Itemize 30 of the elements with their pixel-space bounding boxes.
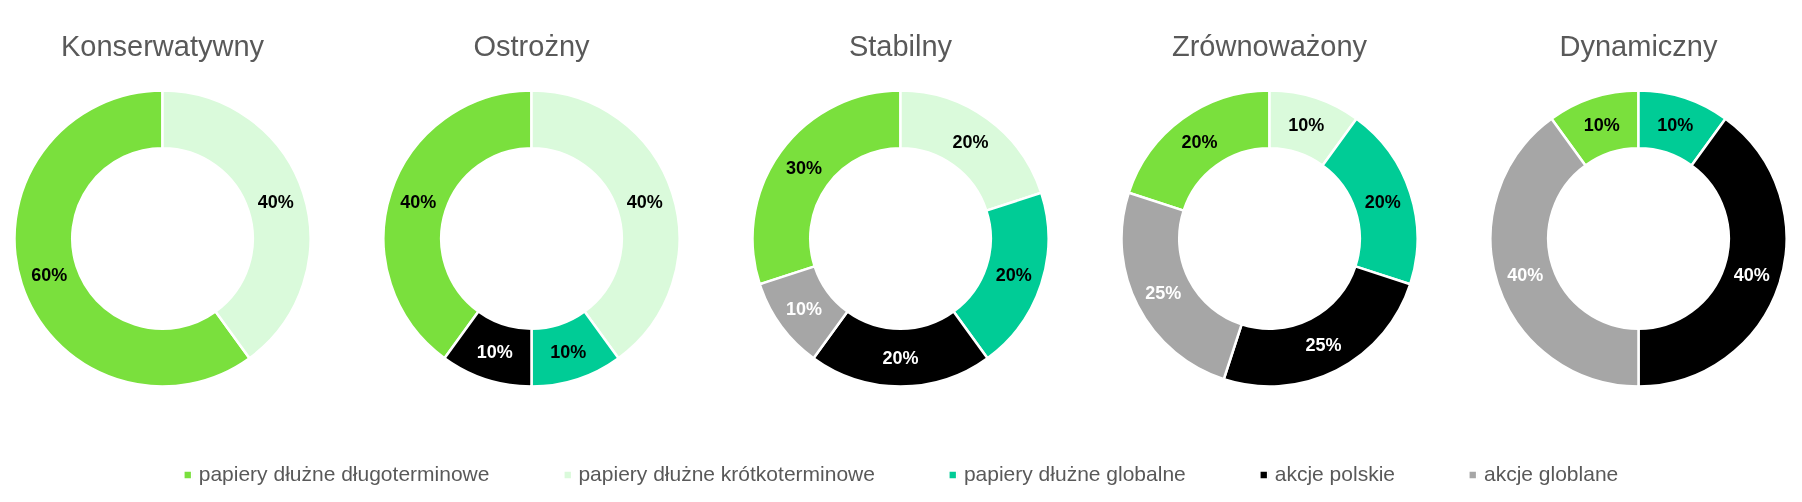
slice-label: Ostrożny [473,29,591,62]
data-label: 20% [1364,191,1401,212]
data-label: 10% [1288,115,1325,136]
legend-label: akcje polskie [1274,462,1395,486]
data-label: 60% [31,265,68,286]
slice-label: Stabilny [848,29,953,62]
data-label: 10% [476,341,513,362]
data-label: 20% [995,265,1032,286]
data-label: 10% [786,298,823,319]
data-label: 30% [786,158,823,179]
slice-label: Zrównoważony [1171,29,1368,62]
slice-label: Konserwatywny [60,29,265,62]
legend-label: papiery dłużne długoterminowe [198,462,490,486]
data-label: 10% [550,341,587,362]
data-label: 20% [1181,132,1218,153]
legend-label: akcje globlane [1483,462,1619,486]
data-label: 40% [400,191,437,212]
data-label: 40% [1733,265,1770,286]
legend-label: papiery dłużne krótkoterminowe [578,462,875,486]
data-label: 25% [1305,334,1342,355]
data-label: 10% [1657,115,1694,136]
data-label: 20% [952,132,989,153]
data-label: 40% [1507,265,1544,286]
data-label: 40% [257,191,294,212]
data-label: 40% [626,191,663,212]
data-label: 20% [882,347,919,368]
data-label: 10% [1583,115,1620,136]
legend-label: papiery dłużne globalne [963,462,1186,486]
data-label: 25% [1145,282,1182,303]
slice-label: Dynamiczny [1559,29,1718,62]
